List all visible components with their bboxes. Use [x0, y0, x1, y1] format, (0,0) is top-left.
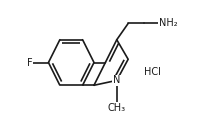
Text: N: N — [113, 75, 120, 85]
Text: NH₂: NH₂ — [158, 18, 177, 28]
Text: CH₃: CH₃ — [107, 103, 125, 113]
Text: HCl: HCl — [143, 67, 160, 77]
Text: F: F — [26, 58, 32, 68]
